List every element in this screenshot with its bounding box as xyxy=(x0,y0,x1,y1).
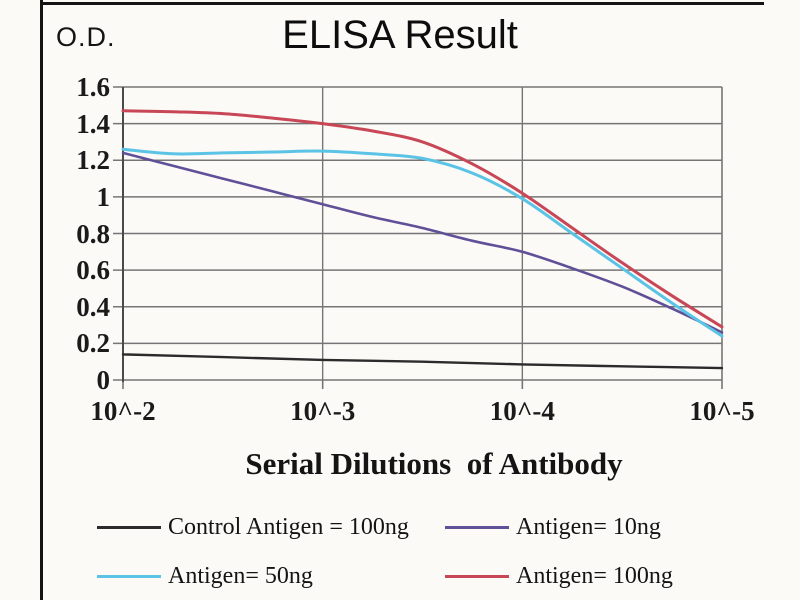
legend-item-antigen-10ng: Antigen= 10ng xyxy=(445,512,661,542)
legend-line-antigen-50ng xyxy=(97,574,161,578)
y-tick-label-1.6: 1.6 xyxy=(76,72,110,102)
y-tick-label-0.8: 0.8 xyxy=(76,218,110,249)
figure-border-left xyxy=(40,0,43,600)
x-tick-label-10-5: 10^-5 xyxy=(689,396,755,426)
x-tick-label-10-3: 10^-3 xyxy=(290,396,356,426)
legend-label-antigen-50ng: Antigen= 50ng xyxy=(168,563,313,589)
series-line-control-antigen-100ng xyxy=(121,353,724,370)
legend-line-antigen-10ng xyxy=(445,525,509,529)
y-tick-label-0: 0 xyxy=(96,365,111,395)
series-line-antigen-10ng xyxy=(121,151,724,334)
y-tick-label-1.2: 1.2 xyxy=(76,145,110,176)
x-tick-label-10-4: 10^-4 xyxy=(489,396,555,426)
x-axis-title: Serial Dilutions of Antibody xyxy=(245,446,623,481)
y-tick-label-1: 1 xyxy=(96,181,111,212)
y-tick-label-1.4: 1.4 xyxy=(76,108,110,139)
legend-line-control-antigen-100ng xyxy=(97,525,161,529)
figure-border-top xyxy=(40,2,764,5)
legend-label-antigen-10ng: Antigen= 10ng xyxy=(516,514,661,540)
chart-title: ELISA Result xyxy=(282,13,518,57)
y-axis-unit-label: O.D. xyxy=(56,22,116,52)
x-tick-label-10-2: 10^-2 xyxy=(90,396,156,426)
legend-label-antigen-100ng: Antigen= 100ng xyxy=(516,563,673,589)
y-tick-label-0.6: 0.6 xyxy=(76,255,110,286)
legend-line-antigen-100ng xyxy=(445,574,509,578)
series-line-antigen-100ng xyxy=(121,109,724,329)
y-tick-label-0.2: 0.2 xyxy=(76,328,110,359)
y-tick-label-0.4: 0.4 xyxy=(76,291,110,322)
legend-item-antigen-50ng: Antigen= 50ng xyxy=(97,561,313,591)
legend-item-control-antigen-100ng: Control Antigen = 100ng xyxy=(97,512,409,542)
legend-item-antigen-100ng: Antigen= 100ng xyxy=(445,561,673,591)
series-line-antigen-50ng xyxy=(121,147,724,338)
legend-label-control-antigen-100ng: Control Antigen = 100ng xyxy=(168,514,409,540)
